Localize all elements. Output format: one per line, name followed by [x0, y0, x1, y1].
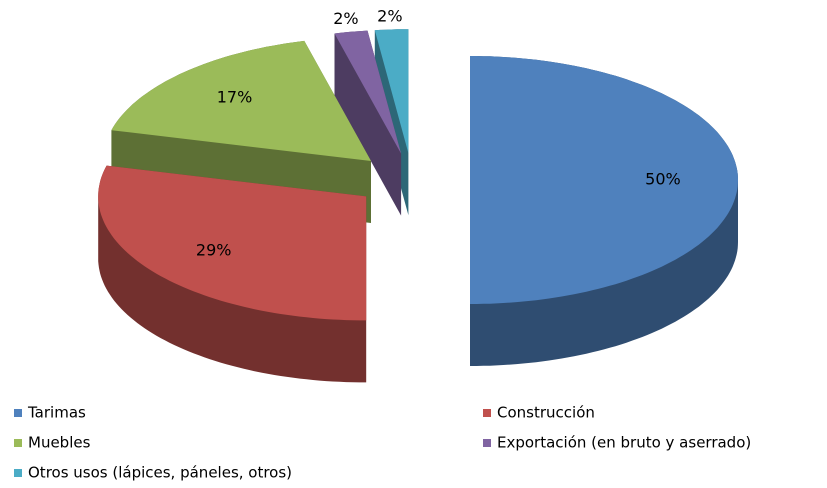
slice: [470, 56, 738, 304]
legend-label: Exportación (en bruto y aserrado): [497, 434, 751, 452]
legend-swatch: [14, 409, 22, 417]
data-label: 2%: [377, 7, 402, 26]
legend-swatch: [14, 439, 22, 447]
legend-label: Construcción: [497, 404, 595, 422]
legend-label: Tarimas: [27, 404, 86, 422]
legend-swatch: [483, 439, 491, 447]
legend-label: Muebles: [28, 434, 91, 452]
slice: [111, 40, 372, 161]
data-label: 2%: [333, 9, 358, 28]
data-label: 29%: [196, 241, 232, 260]
legend-label: Otros usos (lápices, páneles, otros): [28, 464, 292, 482]
legend-swatch: [14, 469, 22, 477]
legend-swatch: [483, 409, 491, 417]
data-label: 50%: [645, 170, 681, 189]
slice: [334, 30, 402, 154]
slice: [374, 29, 409, 154]
slice: [98, 165, 367, 321]
slice-side: [334, 30, 402, 216]
data-label: 17%: [217, 87, 253, 106]
